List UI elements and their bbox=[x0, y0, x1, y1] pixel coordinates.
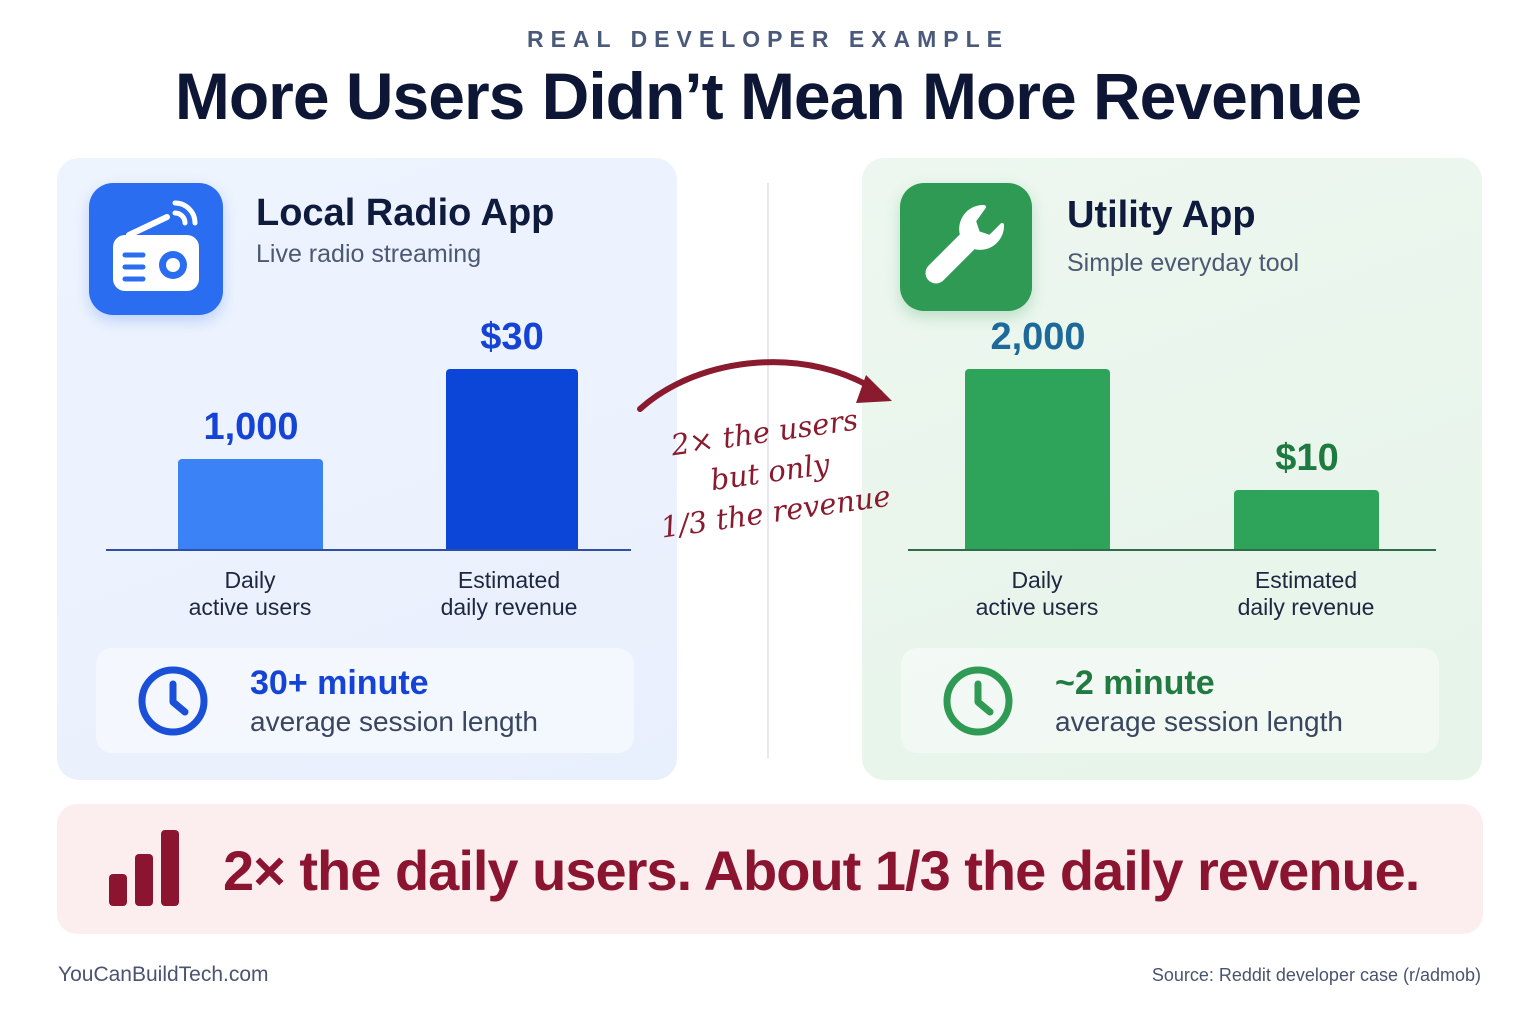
eyebrow-label: REAL DEVELOPER EXAMPLE bbox=[526, 26, 1010, 52]
session-value-utility: ~2 minute bbox=[1055, 664, 1215, 702]
page-title: More Users Didn’t Mean More Revenue bbox=[174, 59, 1362, 133]
bar-utility-dau bbox=[965, 369, 1110, 549]
clock-icon bbox=[943, 666, 1013, 736]
category-label-local-dau: Daily active users bbox=[188, 567, 312, 620]
session-card-utility: ~2 minute average session length bbox=[901, 648, 1439, 753]
value-label-utility-revenue: $10 bbox=[1275, 437, 1339, 479]
summary-banner: 2× the daily users. About 1/3 the daily … bbox=[57, 804, 1483, 934]
left-chart-baseline bbox=[106, 549, 631, 551]
session-label-utility: average session length bbox=[1055, 706, 1343, 737]
right-chart-baseline bbox=[908, 549, 1436, 551]
wrench-icon bbox=[900, 183, 1032, 311]
app-subtitle-utility: Simple everyday tool bbox=[1067, 249, 1300, 277]
value-label-local-radio-dau: 1,000 bbox=[203, 406, 299, 448]
radio-icon bbox=[89, 183, 223, 315]
category-label-utility-revenue: Estimated daily revenue bbox=[1237, 567, 1375, 620]
category-label-utility-dau: Daily active users bbox=[975, 567, 1099, 620]
category-label-local-revenue: Estimated daily revenue bbox=[440, 567, 578, 620]
session-card-local-radio: 30+ minute average session length bbox=[96, 648, 634, 753]
app-name-local-radio: Local Radio App bbox=[256, 192, 555, 234]
session-label-local-radio: average session length bbox=[250, 706, 538, 737]
value-label-utility-dau: 2,000 bbox=[990, 316, 1086, 358]
footer-brand: YouCanBuildTech.com bbox=[58, 963, 269, 986]
center-divider bbox=[767, 183, 769, 758]
comparison-arrow bbox=[630, 345, 910, 430]
app-name-utility: Utility App bbox=[1067, 194, 1256, 236]
value-label-local-radio-revenue: $30 bbox=[480, 316, 544, 358]
bar-local-radio-revenue bbox=[446, 369, 578, 549]
summary-banner-text: 2× the daily users. About 1/3 the daily … bbox=[223, 839, 1420, 902]
session-value-local-radio: 30+ minute bbox=[250, 664, 429, 702]
bar-chart-icon bbox=[109, 830, 179, 906]
bar-utility-revenue bbox=[1234, 490, 1379, 549]
bar-local-radio-dau bbox=[178, 459, 323, 549]
app-subtitle-local-radio: Live radio streaming bbox=[256, 240, 482, 268]
clock-icon bbox=[138, 666, 208, 736]
footer-source: Source: Reddit developer case (r/admob) bbox=[1151, 965, 1481, 985]
